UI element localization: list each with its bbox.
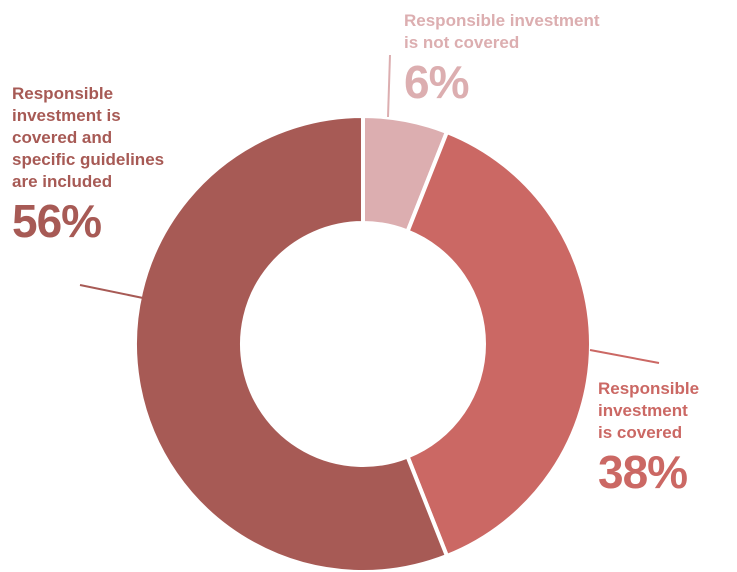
value-label: 56% bbox=[12, 195, 102, 247]
label-line: covered and bbox=[12, 128, 113, 147]
leader-line-covered-specific-guidelines bbox=[79, 284, 144, 299]
label-line: Responsible bbox=[12, 84, 114, 103]
label-line: are included bbox=[12, 172, 113, 191]
leader-line-not-covered bbox=[387, 54, 391, 118]
label-covered-specific-guidelines: Responsible investment is covered and sp… bbox=[12, 83, 164, 245]
label-line: Responsible investment bbox=[404, 11, 600, 30]
value-label: 38% bbox=[598, 446, 688, 498]
label-line: is not covered bbox=[404, 33, 520, 52]
label-not-covered: Responsible investment is not covered 6% bbox=[404, 10, 600, 106]
leader-line-covered bbox=[589, 349, 660, 364]
label-covered: Responsible investment is covered 38% bbox=[598, 378, 699, 496]
value-label: 6% bbox=[404, 56, 469, 108]
label-line: Responsible bbox=[598, 379, 700, 398]
label-line: investment is bbox=[12, 106, 121, 125]
label-line: specific guidelines bbox=[12, 150, 165, 169]
slice-covered-specific-guidelines bbox=[133, 113, 450, 572]
label-line: is covered bbox=[598, 423, 683, 442]
slice-covered bbox=[404, 129, 593, 559]
label-line: investment bbox=[598, 401, 688, 420]
